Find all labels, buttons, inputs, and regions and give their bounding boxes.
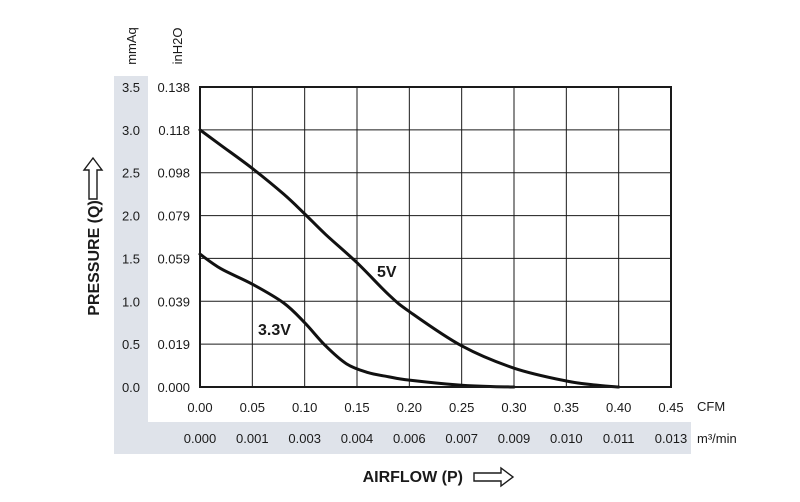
series-label-5v: 5V [377,264,397,281]
x-tick-label-secondary: 0.007 [445,431,478,446]
y-unit-secondary: inH2O [170,28,185,65]
x-tick-label-secondary: 0.001 [236,431,269,446]
y-unit-primary: mmAq [124,27,139,65]
grid [199,86,672,388]
y-axis-unit-band [114,76,148,454]
x-tick-label: 0.45 [658,400,683,415]
y-tick-label-secondary: 0.000 [157,380,190,395]
x-tick-label: 0.30 [501,400,526,415]
x-tick-label: 0.35 [554,400,579,415]
series-line-3-3v [198,252,516,389]
series-line-5v [198,128,621,389]
y-axis-arrow-icon [82,156,104,200]
tick-labels: 0.00 0.000 0.05 0.001 0.10 0.003 0.15 0.004 0.20… [122,80,687,446]
y-tick-label: 3.5 [122,80,140,95]
x-tick-label-secondary: 0.006 [393,431,426,446]
x-axis-secondary-band [114,422,691,454]
x-tick-label-secondary: 0.011 [603,431,635,446]
x-tick-label: 0.20 [397,400,422,415]
x-tick-label: 0.40 [606,400,631,415]
y-tick-label-secondary: 0.019 [157,337,190,352]
x-unit-secondary: m³/min [697,431,737,446]
x-tick-label: 0.25 [449,400,474,415]
y-tick-label-secondary: 0.098 [157,166,190,181]
y-tick-label: 1.0 [122,294,140,309]
y-tick-label-secondary: 0.079 [157,209,190,224]
x-tick-label: 0.05 [240,400,265,415]
y-tick-label: 0.5 [122,337,140,352]
x-axis-arrow-icon [473,466,515,488]
x-tick-label-secondary: 0.010 [550,431,583,446]
y-tick-label: 0.0 [122,380,140,395]
y-tick-label-secondary: 0.059 [157,251,190,266]
x-tick-label-secondary: 0.013 [655,431,688,446]
x-unit-primary: CFM [697,399,725,414]
x-tick-label: 0.10 [292,400,317,415]
y-tick-label: 3.0 [122,123,140,138]
y-tick-label-secondary: 0.039 [157,294,190,309]
y-axis-title: PRESSURE (Q) [86,200,103,316]
x-axis-title: AIRFLOW (P) [363,469,463,486]
y-tick-label-secondary: 0.138 [157,80,190,95]
plot-frame [199,86,672,388]
series-label-3-3v: 3.3V [258,322,291,339]
x-tick-label-secondary: 0.009 [498,431,531,446]
x-tick-label-secondary: 0.003 [288,431,321,446]
x-tick-label: 0.00 [187,400,212,415]
y-tick-label: 2.0 [122,209,140,224]
series-lines [198,128,621,389]
x-tick-label: 0.15 [344,400,369,415]
x-tick-label-secondary: 0.000 [184,431,217,446]
y-tick-label: 2.5 [122,166,140,181]
y-tick-label: 1.5 [122,251,140,266]
x-tick-label-secondary: 0.004 [341,431,374,446]
y-tick-label-secondary: 0.118 [158,123,190,138]
